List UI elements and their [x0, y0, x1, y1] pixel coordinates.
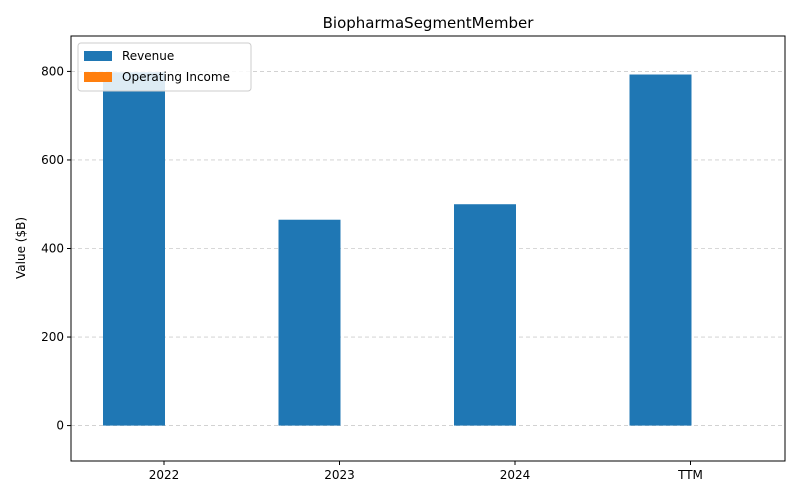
y-axis-ticks: 0 200 400 600 800 [41, 64, 71, 433]
x-tick-label: 2022 [149, 468, 180, 482]
bar-revenue [103, 72, 165, 426]
legend-swatch [84, 72, 112, 82]
y-tick-label: 800 [41, 64, 64, 78]
legend-label: Revenue [122, 49, 174, 63]
bar-revenue [629, 74, 692, 426]
legend-box [77, 42, 252, 92]
legend: Revenue Operating Income [77, 42, 252, 92]
bars [103, 72, 692, 426]
chart-title: BiopharmaSegmentMember [323, 14, 535, 32]
y-tick-label: 200 [41, 330, 64, 344]
y-tick-label: 0 [56, 419, 64, 433]
x-axis-ticks: 2022 2023 2024 TTM [149, 461, 703, 482]
y-tick-label: 600 [41, 153, 64, 167]
legend-swatch [84, 51, 112, 61]
y-tick-label: 400 [41, 242, 64, 256]
x-tick-label: 2024 [500, 468, 531, 482]
x-tick-label: 2023 [324, 468, 355, 482]
bar-revenue [454, 204, 516, 426]
bar-revenue [278, 219, 341, 426]
legend-label: Operating Income [122, 70, 230, 84]
y-axis-label: Value ($B) [14, 217, 28, 279]
x-tick-label: TTM [677, 468, 703, 482]
